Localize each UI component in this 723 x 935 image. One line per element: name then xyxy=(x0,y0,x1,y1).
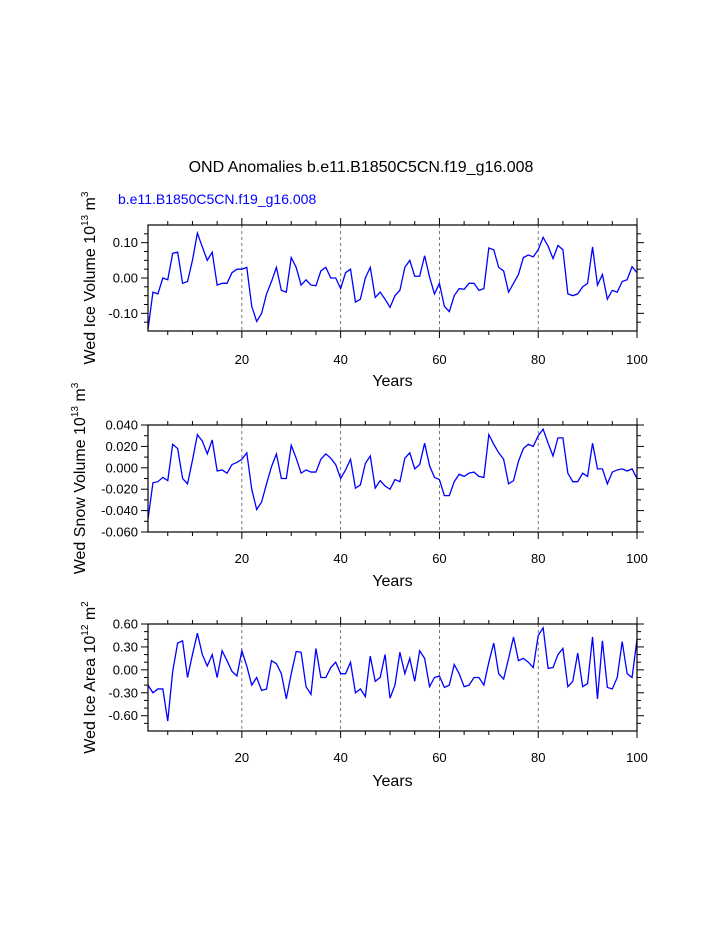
panel-ice-area: 20 40 60 80 100 -0.60 -0.30 0.00 0.30 0.60 Years We… xyxy=(80,601,648,790)
y-tick-label: 0.30 xyxy=(113,639,138,654)
x-tick-label: 20 xyxy=(235,750,249,765)
x-tick-label: 80 xyxy=(531,750,545,765)
panel-snow-volume: 20 40 60 80 100 -0.060 -0.040 -0.020 0.000 0.020 0… xyxy=(70,382,648,590)
y-axis-title: Wed Ice Area 1012 m2 xyxy=(80,601,99,754)
x-tick-label: 60 xyxy=(432,551,446,566)
x-tick-label: 100 xyxy=(626,551,648,566)
y-axis-title-base: Wed Ice Area 10 xyxy=(82,636,99,754)
subtitle: b.e11.B1850C5CN.f19_g16.008 xyxy=(118,191,316,207)
x-tick-label: 100 xyxy=(626,352,648,367)
panel-ice-volume: 20 40 60 80 100 -0.10 0.00 0.10 Years Wed Ice Vol… xyxy=(80,191,648,390)
x-tick-label: 100 xyxy=(626,750,648,765)
y-axis-title-base: Wed Ice Volume 10 xyxy=(82,226,99,365)
x-tick-label: 20 xyxy=(235,352,249,367)
y-tick-label: -0.020 xyxy=(101,482,138,497)
series-line xyxy=(147,427,638,520)
x-axis-title: Years xyxy=(372,573,412,590)
y-axis-title-unit: m xyxy=(82,197,99,215)
y-axis-title-base: Wed Snow Volume 10 xyxy=(72,417,89,574)
y-tick-label: 0.00 xyxy=(113,662,138,677)
y-axis-title-unit: m xyxy=(82,607,99,625)
x-tick-label: 60 xyxy=(432,750,446,765)
x-axis-title: Years xyxy=(372,773,412,790)
plot-frame xyxy=(147,224,638,332)
x-tick-label: 60 xyxy=(432,352,446,367)
y-tick-label: 0.020 xyxy=(105,439,138,454)
y-tick-label: -0.60 xyxy=(108,708,138,723)
y-tick-label: 0.040 xyxy=(105,418,138,433)
y-axis-title-unit-exponent: 2 xyxy=(80,601,91,607)
y-axis-title-unit-exponent: 3 xyxy=(80,191,91,197)
y-tick-label: 0.000 xyxy=(105,460,138,475)
y-axis-title-exponent: 12 xyxy=(80,624,91,636)
y-axis-title-exponent: 13 xyxy=(70,406,81,418)
y-axis-title: Wed Ice Volume 1013 m3 xyxy=(80,191,99,364)
plot-frame xyxy=(147,623,638,732)
x-axis-title: Years xyxy=(372,373,412,390)
x-tick-label: 40 xyxy=(333,352,347,367)
series-line xyxy=(147,230,638,330)
series-line xyxy=(147,625,638,722)
x-tick-label: 40 xyxy=(333,750,347,765)
main-title: OND Anomalies b.e11.B1850C5CN.f19_g16.00… xyxy=(189,159,534,176)
y-tick-label: -0.040 xyxy=(101,503,138,518)
y-axis-title: Wed Snow Volume 1013 m3 xyxy=(70,382,89,574)
y-tick-label: 0.60 xyxy=(113,617,138,632)
y-axis-title-exponent: 13 xyxy=(80,214,91,226)
y-tick-label: 0.10 xyxy=(113,235,138,250)
x-tick-label: 20 xyxy=(235,551,249,566)
y-axis-title-unit-exponent: 3 xyxy=(70,382,81,388)
y-axis-title-unit: m xyxy=(72,388,89,406)
x-tick-label: 40 xyxy=(333,551,347,566)
y-tick-label: -0.060 xyxy=(101,525,138,540)
y-tick-label: -0.30 xyxy=(108,685,138,700)
y-tick-label: 0.00 xyxy=(113,271,138,286)
y-tick-label: -0.10 xyxy=(108,306,138,321)
x-tick-label: 80 xyxy=(531,352,545,367)
x-tick-label: 80 xyxy=(531,551,545,566)
